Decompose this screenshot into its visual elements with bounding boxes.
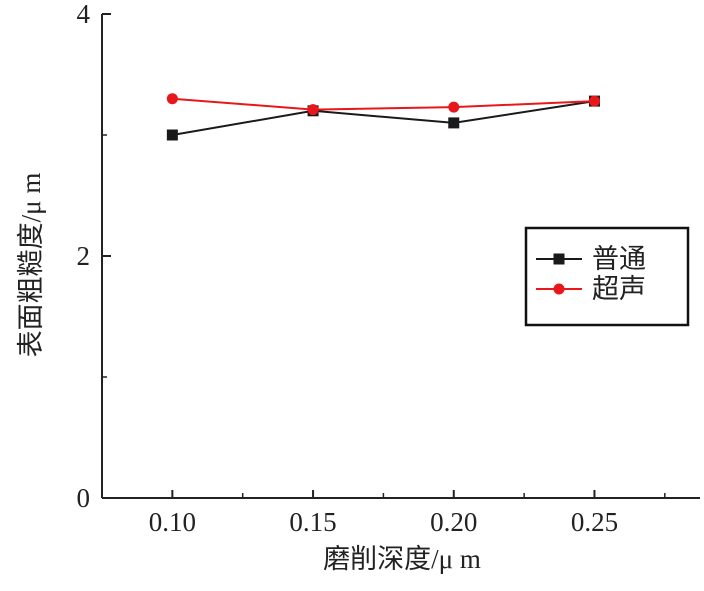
legend-label: 超声 — [592, 274, 646, 304]
legend-label: 普通 — [592, 244, 646, 274]
legend-box — [524, 226, 690, 327]
y-tick-label: 2 — [77, 241, 91, 271]
series-layer — [166, 93, 600, 141]
axes: 0 2 4 0.10 0.15 0.20 0.25 — [77, 0, 700, 537]
x-tick-label: 0.20 — [430, 507, 477, 537]
y-tick-label: 4 — [77, 0, 91, 29]
data-point — [307, 104, 319, 116]
y-axis-label: 表面粗糙度/μ m — [16, 173, 46, 358]
series-line — [172, 97, 595, 111]
data-point — [166, 129, 178, 141]
data-point — [588, 95, 600, 107]
x-tick-label: 0.15 — [289, 507, 336, 537]
y-tick-label: 0 — [77, 483, 91, 513]
data-point — [166, 93, 178, 105]
data-point — [448, 101, 460, 113]
series-line — [172, 100, 595, 136]
data-point — [448, 117, 460, 129]
x-axis-label: 磨削深度/μ m — [323, 544, 481, 574]
legend-marker — [553, 253, 565, 265]
x-tick-label: 0.25 — [571, 507, 618, 537]
series-2 — [166, 93, 600, 116]
legend-marker — [553, 283, 565, 295]
x-tick-label: 0.10 — [149, 507, 196, 537]
